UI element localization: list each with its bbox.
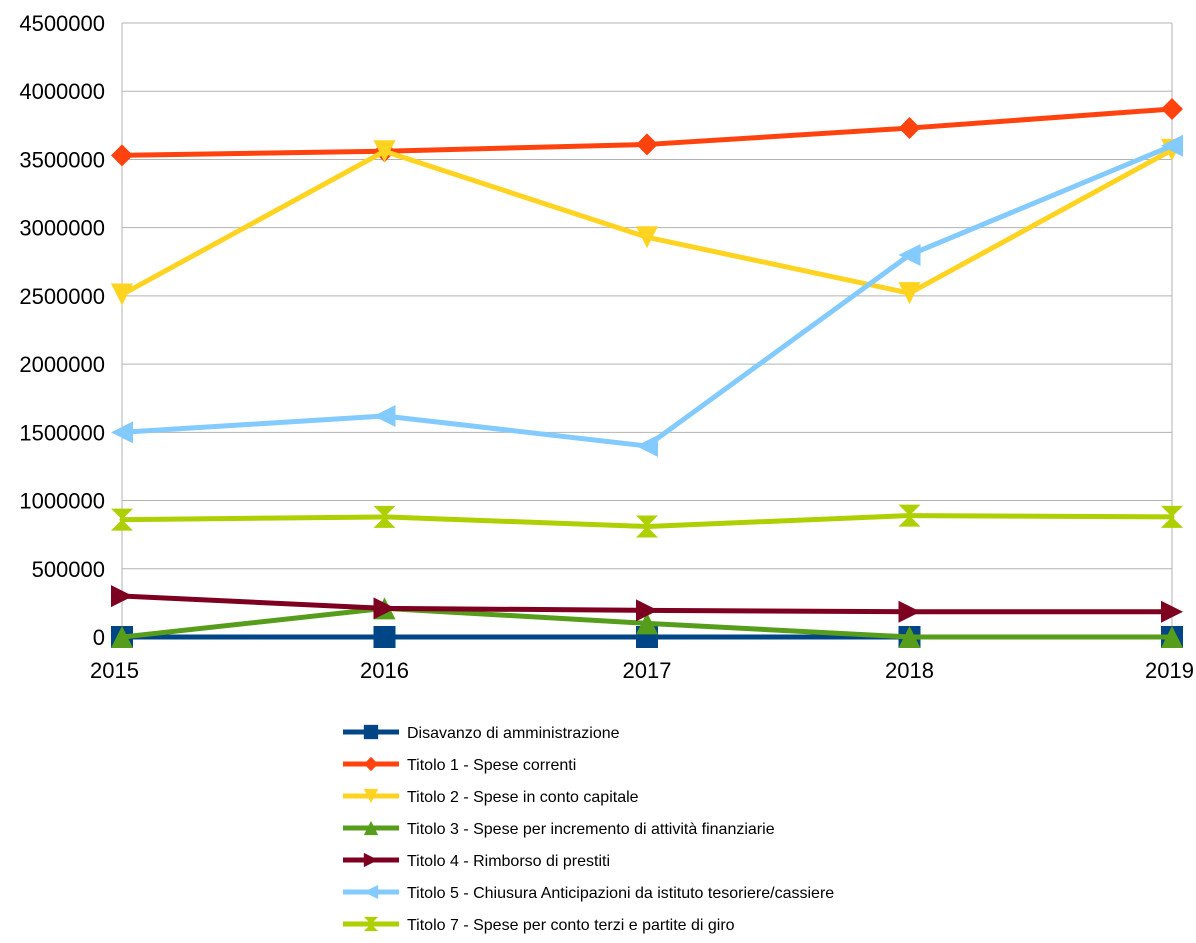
data-point <box>1161 600 1183 623</box>
series-5 <box>111 134 1183 457</box>
data-point <box>373 404 396 427</box>
y-tick-label: 500000 <box>32 557 105 582</box>
y-tick-label: 2000000 <box>19 352 105 377</box>
data-point <box>636 226 658 249</box>
legend-item: Titolo 1 - Spese correnti <box>343 756 576 774</box>
data-point <box>111 626 133 648</box>
data-point <box>373 597 396 620</box>
axes <box>121 23 1173 638</box>
data-point <box>898 504 921 527</box>
legend-swatch-marker <box>363 820 379 836</box>
legend-label: Titolo 3 - Spese per incremento di attiv… <box>407 821 775 838</box>
data-point <box>636 612 658 635</box>
legend-item: Titolo 4 - Rimborso di prestiti <box>343 852 610 870</box>
legend: Disavanzo di amministrazione Titolo 1 - S… <box>343 724 834 934</box>
legend-label: Titolo 4 - Rimborso di prestiti <box>407 853 610 870</box>
data-point <box>111 585 133 608</box>
data-point <box>111 508 133 531</box>
y-tick-label: 3500000 <box>19 147 105 172</box>
data-point <box>636 133 658 156</box>
y-tick-label: 2500000 <box>19 284 105 309</box>
data-point <box>111 421 133 444</box>
y-tick-label: 3000000 <box>19 216 105 241</box>
data-point <box>898 243 921 266</box>
series-lines <box>111 97 1183 648</box>
data-point <box>636 515 658 538</box>
legend-item: Disavanzo di amministrazione <box>343 724 620 742</box>
data-point <box>1161 97 1183 120</box>
data-point <box>111 144 133 167</box>
legend-swatch-marker <box>363 756 379 772</box>
gridlines <box>122 22 1172 638</box>
data-point <box>373 505 396 528</box>
x-tick-label: 2017 <box>623 658 672 683</box>
legend-swatch-marker <box>363 788 379 804</box>
data-point <box>898 626 921 648</box>
legend-label: Titolo 5 - Chiusura Anticipazioni da ist… <box>407 885 834 902</box>
series-3 <box>111 597 1183 648</box>
data-point <box>898 282 921 305</box>
data-point <box>636 434 658 457</box>
data-point <box>1161 626 1183 648</box>
x-tick-label: 2016 <box>360 658 409 683</box>
legend-item: Titolo 5 - Chiusura Anticipazioni da ist… <box>343 884 834 902</box>
series-line <box>119 147 1175 298</box>
legend-swatch-marker <box>363 724 379 740</box>
data-point <box>1161 134 1183 157</box>
legend-label: Disavanzo di amministrazione <box>407 725 620 742</box>
series-1 <box>111 97 1183 167</box>
x-tick-label: 2015 <box>90 658 139 683</box>
series-2 <box>111 138 1183 306</box>
x-tick-label: 2019 <box>1145 658 1194 683</box>
legend-label: Titolo 7 - Spese per conto terzi e parti… <box>407 917 735 934</box>
y-tick-label: 0 <box>93 625 105 650</box>
legend-label: Titolo 1 - Spese correnti <box>407 757 576 774</box>
series-6 <box>111 504 1183 538</box>
data-point <box>111 283 133 306</box>
x-axis-tick-labels: 2015 2016 2017 2018 2019 <box>90 658 1194 683</box>
series-4 <box>111 585 1183 623</box>
legend-item: Titolo 7 - Spese per conto terzi e parti… <box>343 916 735 934</box>
data-point <box>373 626 396 648</box>
y-tick-label: 1500000 <box>19 420 105 445</box>
x-tick-label: 2018 <box>885 658 934 683</box>
y-tick-label: 1000000 <box>19 489 105 514</box>
legend-label: Titolo 2 - Spese in conto capitale <box>407 789 639 806</box>
legend-swatch-marker <box>363 884 379 900</box>
y-axis-tick-labels: 0 500000 1000000 1500000 2000000 2500000 30000… <box>19 11 105 650</box>
legend-swatch-marker <box>363 852 379 868</box>
data-point <box>1161 505 1183 528</box>
legend-item: Titolo 2 - Spese in conto capitale <box>343 788 639 806</box>
y-tick-label: 4500000 <box>19 11 105 36</box>
legend-item: Titolo 3 - Spese per incremento di attiv… <box>343 820 775 838</box>
y-tick-label: 4000000 <box>19 79 105 104</box>
data-point <box>636 599 658 622</box>
data-point <box>373 140 396 163</box>
data-point <box>898 600 921 623</box>
data-point <box>898 117 921 140</box>
